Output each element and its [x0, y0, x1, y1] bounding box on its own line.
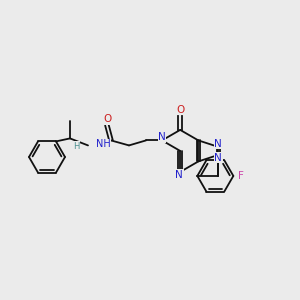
Text: NH: NH [96, 140, 111, 149]
Text: N: N [158, 132, 166, 142]
Text: N: N [214, 139, 222, 149]
Text: N: N [214, 153, 222, 163]
Text: N: N [175, 170, 183, 180]
Text: O: O [103, 114, 111, 124]
Text: O: O [176, 105, 184, 115]
Text: H: H [73, 142, 79, 151]
Text: F: F [238, 171, 244, 181]
